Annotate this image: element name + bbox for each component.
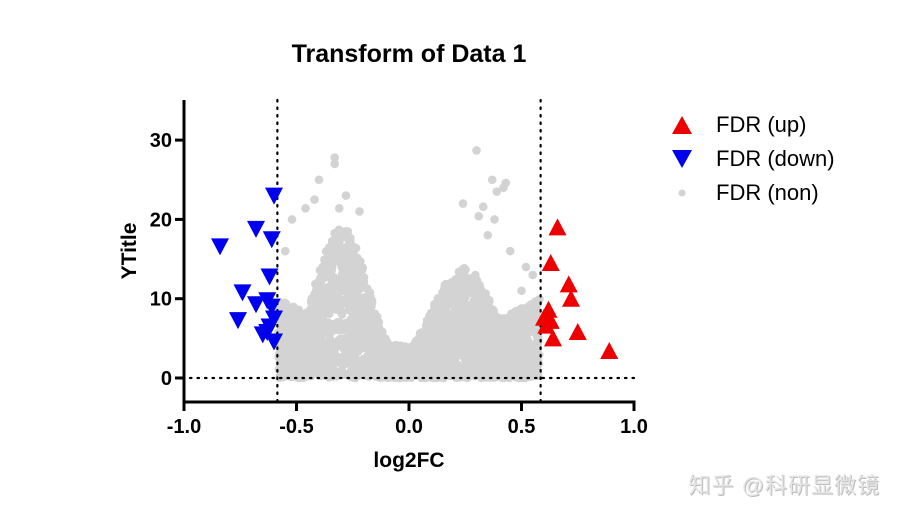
y-tick-label: 0 [161, 368, 172, 390]
watermark: 知乎 @科研显微镜 [688, 473, 880, 498]
y-tick-label: 10 [150, 289, 172, 311]
legend-label-up: FDR (up) [716, 112, 807, 137]
threshold-lines [188, 98, 636, 404]
down-regulated-points [211, 187, 283, 351]
y-tick-label: 20 [150, 209, 172, 231]
y-axis-label: YTitle [118, 223, 141, 280]
up-regulated-points [535, 218, 619, 360]
legend-item-down: FDR (down) [670, 142, 835, 176]
triangle-down-icon [670, 147, 694, 171]
chart-title: Transform of Data 1 [291, 40, 527, 68]
legend-label-down: FDR (down) [716, 146, 835, 171]
x-tick-label: 1.0 [620, 416, 648, 438]
x-tick-label: -1.0 [167, 416, 201, 438]
legend: FDR (up) FDR (down) FDR (non) [670, 108, 835, 210]
non-significant-points [274, 146, 544, 383]
legend-label-non: FDR (non) [716, 180, 819, 205]
legend-item-non: FDR (non) [670, 176, 835, 210]
x-tick-label: 0.5 [508, 416, 536, 438]
x-tick-label: 0.0 [395, 416, 423, 438]
legend-item-up: FDR (up) [670, 108, 835, 142]
x-tick-label: -0.5 [279, 416, 313, 438]
triangle-up-icon [670, 113, 694, 137]
y-tick-label: 30 [150, 130, 172, 152]
x-axis-label: log2FC [373, 449, 444, 472]
circle-icon [670, 181, 694, 205]
axes: -1.0 -0.5 0.0 0.5 1.0 0 10 20 30 [150, 100, 648, 438]
